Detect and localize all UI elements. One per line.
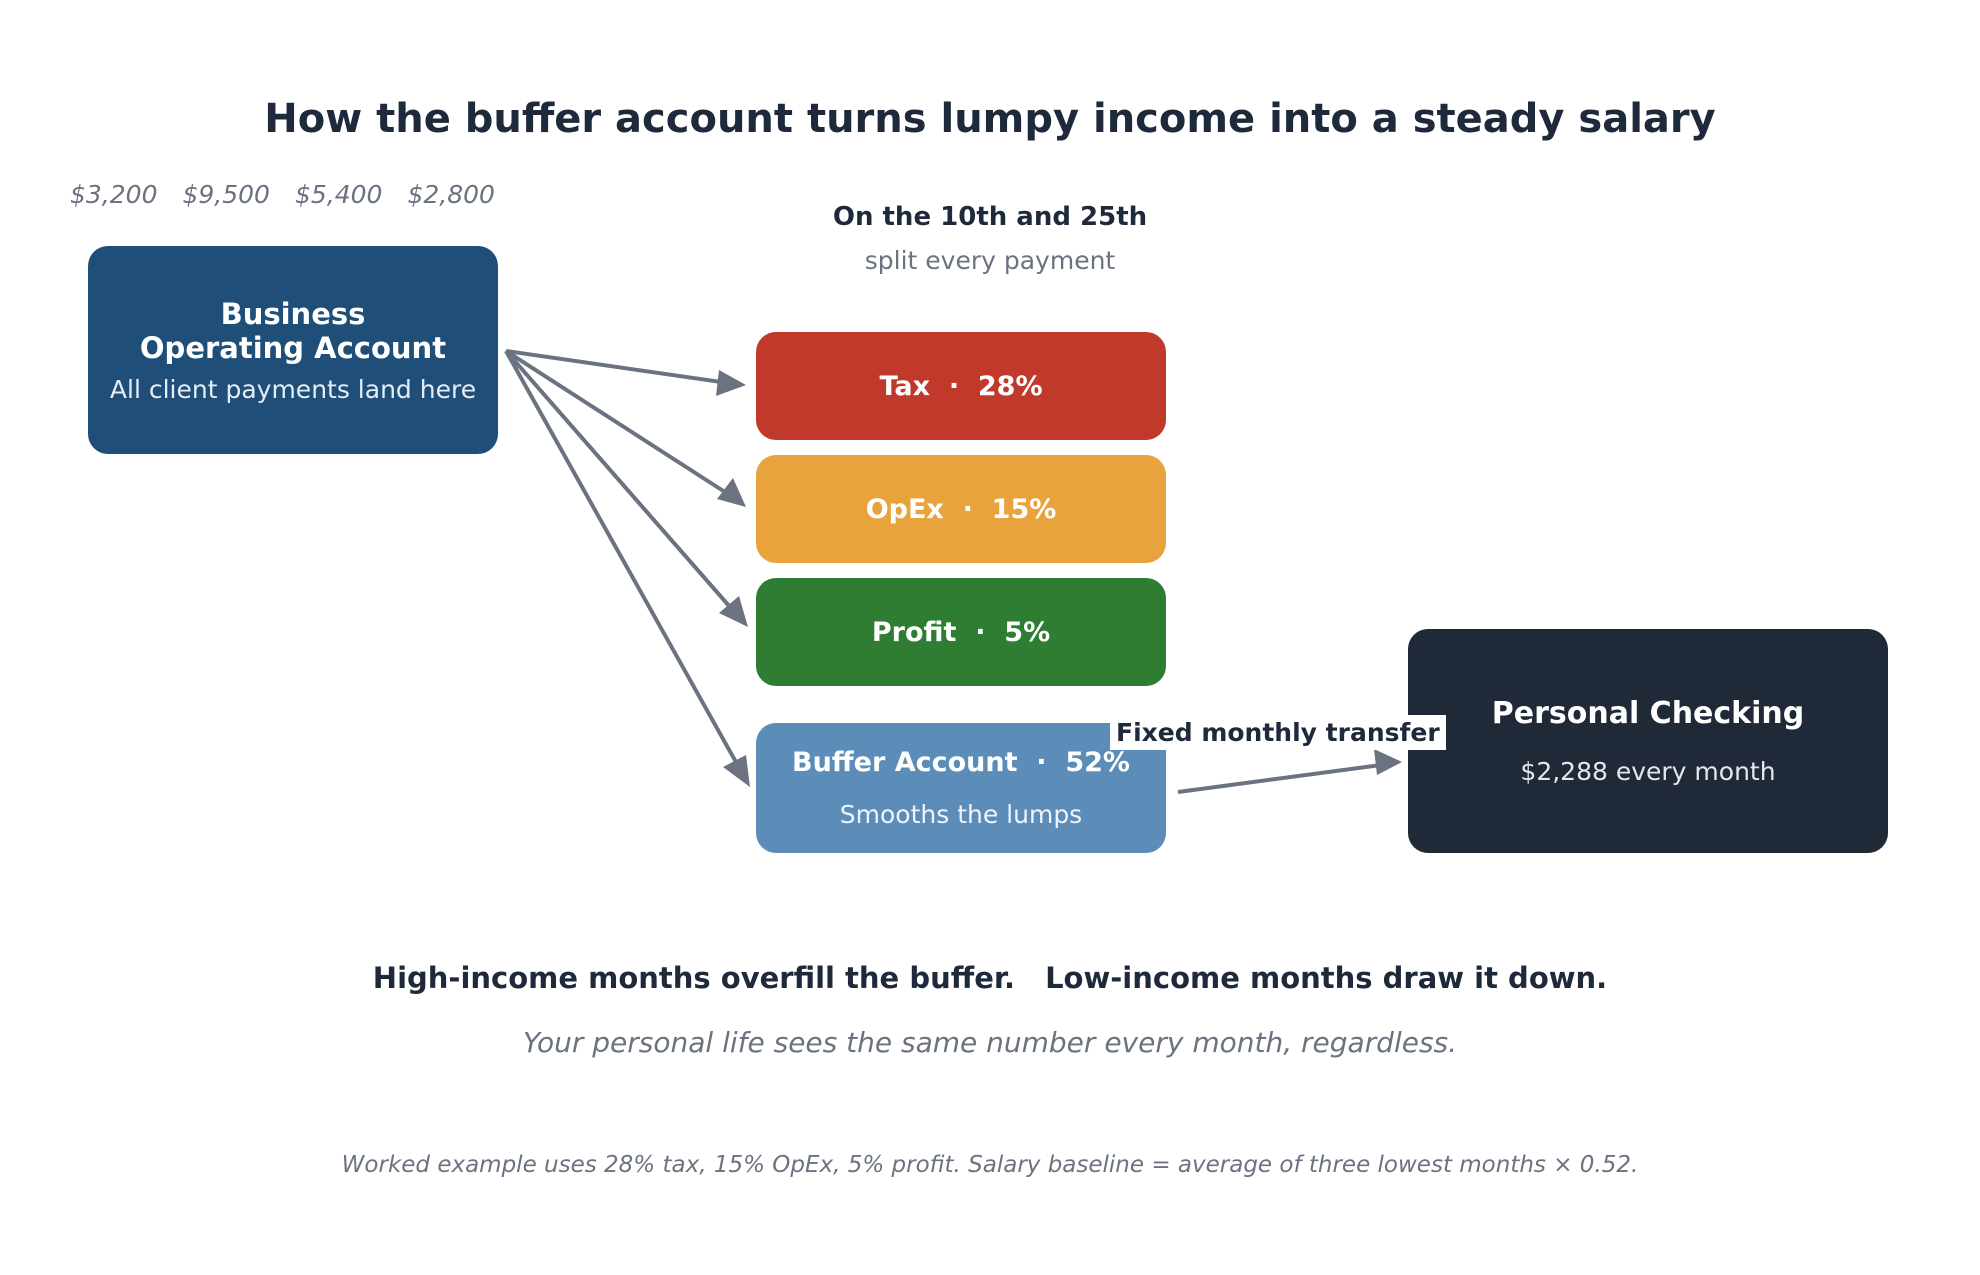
diagram-title: How the buffer account turns lumpy incom… — [264, 96, 1716, 142]
arrow-to-tax — [505, 349, 743, 387]
income-amounts: $3,200 $9,500 $5,400 $2,800 — [70, 180, 520, 209]
high-income-note: High-income months overfill the buffer. — [372, 961, 1016, 995]
buffer-account-subtitle: Smooths the lumps — [839, 800, 1083, 829]
schedule-subtitle: split every payment — [864, 246, 1116, 275]
personal-checking-subtitle: $2,288 every month — [1520, 757, 1776, 786]
operating-account-title-line2: Operating Account — [139, 330, 447, 365]
operating-account-subtitle: All client payments land here — [109, 374, 477, 404]
income-amount: $5,400 — [294, 180, 383, 209]
tax-bucket-label: Tax · 28% — [879, 370, 1043, 402]
profit-bucket-label: Profit · 5% — [871, 616, 1051, 648]
operating-account-title: Business Operating Account — [140, 297, 446, 365]
income-amount: $3,200 — [70, 180, 158, 209]
bottom-summary: High-income months overfill the buffer. L… — [0, 961, 1980, 995]
arrowheads — [716, 370, 1402, 787]
footnote: Worked example uses 28% tax, 15% OpEx, 5… — [341, 1152, 1639, 1178]
arrow-to-buffer — [504, 350, 748, 781]
arrowhead-buffer — [723, 755, 750, 787]
arrowhead-personal — [1374, 749, 1402, 775]
bottom-tagline: Your personal life sees the same number … — [522, 1026, 1458, 1059]
schedule-title: On the 10th and 25th — [832, 202, 1148, 232]
arrow-to-personal — [1177, 761, 1397, 794]
income-amount: $9,500 — [182, 180, 270, 209]
operating-account-box: Business Operating Account All client pa… — [88, 246, 498, 454]
arrowhead-tax — [716, 370, 746, 396]
tax-bucket: Tax · 28% — [756, 332, 1166, 440]
arrow-to-profit — [504, 349, 746, 625]
arrowhead-profit — [719, 596, 748, 627]
personal-checking-title: Personal Checking — [1491, 696, 1805, 731]
income-amount: $2,800 — [407, 180, 495, 209]
transfer-label: Fixed monthly transfer — [1110, 715, 1446, 750]
operating-account-title-line1: Business — [220, 296, 366, 331]
low-income-note: Low-income months draw it down. — [1045, 961, 1608, 995]
arrowhead-opex — [717, 478, 746, 507]
buffer-account-label: Buffer Account · 52% — [792, 747, 1130, 778]
buffer-account-box: Buffer Account · 52% Smooths the lumps — [756, 723, 1166, 853]
arrow-to-opex — [504, 349, 744, 505]
profit-bucket: Profit · 5% — [756, 578, 1166, 686]
opex-bucket-label: OpEx · 15% — [865, 493, 1057, 525]
opex-bucket: OpEx · 15% — [756, 455, 1166, 563]
personal-checking-box: Personal Checking $2,288 every month — [1408, 629, 1888, 853]
